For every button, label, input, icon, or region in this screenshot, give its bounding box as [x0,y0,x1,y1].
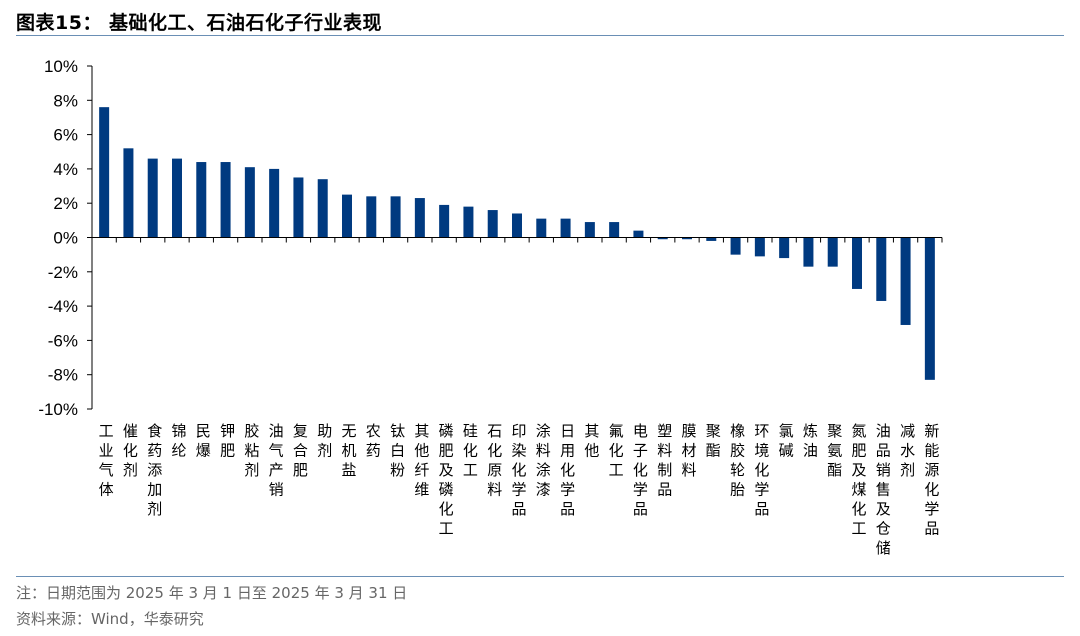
bar-chart: 10% 8% 6% 4% 2% 0% -2% -4% -6% -8% -10% 工业气体催化剂食药添… [38,57,943,557]
category-label: 氯碱 [779,422,794,460]
bar [852,237,862,289]
y-axis: 10% 8% 6% 4% 2% 0% -2% -4% -6% -8% -10% [38,57,93,419]
category-label: 胶粘剂 [244,422,259,479]
y-tick-label: 2% [53,194,78,213]
bar [730,237,741,255]
footer-divider [16,576,1064,577]
bar [196,162,207,238]
category-label: 民爆 [196,422,211,460]
bar [682,237,692,240]
bar [366,196,377,238]
y-tick-label: -2% [48,263,78,282]
category-labels: 工业气体催化剂食药添加剂锦纶民爆钾肥胶粘剂油气产销复合肥助剂无机盐农药钛白粉其他… [99,422,940,557]
category-label: 聚酯 [706,422,721,460]
bar [487,210,498,238]
category-label: 助剂 [317,422,332,460]
category-label: 农药 [366,422,381,460]
y-tick-label: -4% [48,297,78,316]
bars [99,107,935,380]
category-label: 石化原料 [487,422,502,499]
category-label: 食药添加剂 [147,422,162,518]
bar [803,237,814,267]
bar [439,204,450,238]
bar [754,237,765,257]
bar [244,167,255,238]
bar [147,158,158,238]
bar [269,168,280,238]
category-label: 油品销售及仓储 [876,422,891,557]
category-label: 环境化学品 [754,422,769,518]
y-tick-label: -6% [48,331,78,350]
y-tick-label: 4% [53,160,78,179]
bar [536,218,547,238]
bar [657,237,668,240]
category-label: 无机盐 [341,422,356,479]
bar [827,237,838,267]
category-label: 氟化工 [609,422,624,479]
x-axis [92,237,943,243]
category-label: 锦纶 [171,422,186,460]
category-label: 氮肥及煤化工 [851,422,866,538]
bar [463,206,474,238]
category-label: 新能源化学品 [924,422,939,538]
bar [172,158,182,238]
source-note: 资料来源：Wind，华泰研究 [16,610,204,628]
category-label: 减水剂 [900,422,915,479]
category-label: 聚氨酯 [827,422,842,479]
category-label: 复合肥 [293,422,308,479]
bar [512,213,522,238]
category-label: 磷肥及磷化工 [439,422,454,538]
bar [924,237,935,380]
category-label: 硅化工 [463,422,478,479]
category-label: 膜材料 [681,422,696,479]
category-label: 钛白粉 [390,422,405,479]
y-tick-label: 10% [44,57,78,76]
category-label: 印染化学品 [511,422,526,518]
bar [560,218,571,238]
y-tick-label: -8% [48,366,78,385]
category-label: 橡胶轮胎 [730,422,745,499]
category-label: 塑料制品 [657,422,672,499]
bar [876,237,887,301]
category-label: 油气产销 [269,422,284,499]
y-tick-label: -10% [38,400,78,419]
title-divider [16,35,1064,36]
y-tick-label: 8% [53,91,78,110]
category-label: 工业气体 [99,422,114,499]
bar [293,177,304,238]
category-label: 其他纤维 [414,422,429,499]
y-tick-label: 0% [53,229,78,248]
category-label: 其他 [584,422,599,460]
bar [609,222,620,238]
page-title: 图表15： 基础化工、石油石化子行业表现 [16,12,383,34]
bar [123,148,134,238]
bar [99,107,110,238]
category-label: 炼油 [803,422,818,460]
date-range-note: 注：日期范围为 2025 年 3 月 1 日至 2025 年 3 月 31 日 [16,584,408,602]
y-tick-label: 6% [53,126,78,145]
bar [414,198,425,238]
bar [317,179,328,238]
category-label: 钾肥 [220,422,235,460]
category-label: 日用化学品 [560,422,575,518]
bar [779,237,790,259]
bar [706,237,717,241]
bar [900,237,911,325]
category-label: 电子化学品 [633,422,648,518]
bar [342,194,352,238]
bar [220,162,231,238]
bar [584,222,595,238]
bar [390,196,401,238]
category-label: 涂料涂漆 [536,422,551,499]
category-label: 催化剂 [123,422,138,479]
bar [633,230,644,238]
